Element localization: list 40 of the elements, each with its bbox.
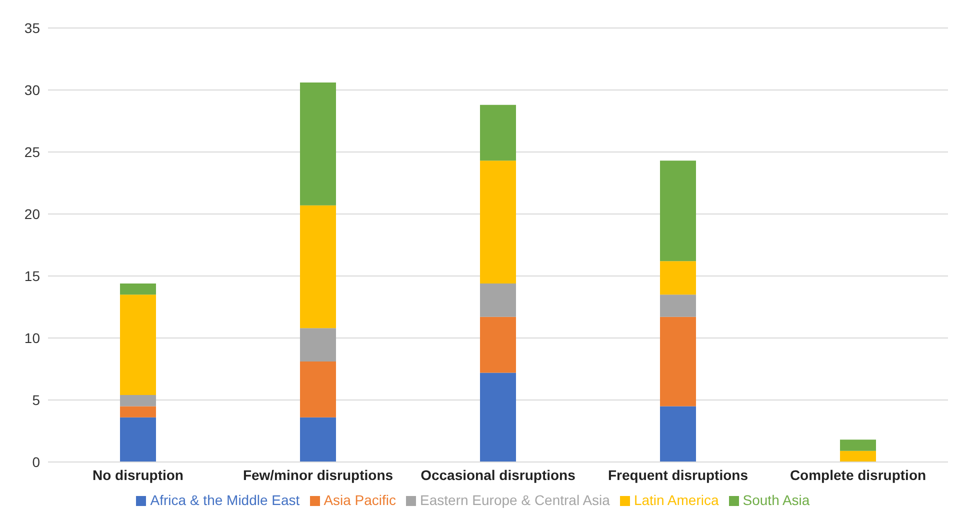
bar <box>480 283 516 317</box>
y-tick-label: 10 <box>24 330 40 346</box>
legend-label: South Asia <box>742 492 810 508</box>
y-tick-label: 0 <box>32 454 40 470</box>
bar <box>480 316 516 373</box>
bar <box>300 328 336 362</box>
bar <box>300 362 336 418</box>
legend-label: Eastern Europe & Central Asia <box>420 492 610 508</box>
y-tick-label: 35 <box>24 20 40 36</box>
bar <box>300 205 336 328</box>
x-tick-label: Frequent disruptions <box>608 466 748 483</box>
legend-label: Africa & the Middle East <box>150 492 300 508</box>
y-tick-label: 5 <box>32 392 40 408</box>
bar <box>480 104 516 161</box>
bar <box>660 406 696 462</box>
bar <box>840 440 876 451</box>
legend-label: Latin America <box>634 492 719 508</box>
y-tick-label: 30 <box>24 82 40 98</box>
bar <box>300 417 336 462</box>
bar <box>120 294 156 396</box>
x-tick-label: Occasional disruptions <box>420 466 576 483</box>
y-tick-label: 20 <box>24 206 40 222</box>
bar <box>660 160 696 262</box>
bar <box>660 294 696 317</box>
y-tick-label: 25 <box>24 144 40 160</box>
bar <box>120 283 156 295</box>
bar <box>300 82 336 206</box>
x-tick-label: No disruption <box>92 466 184 483</box>
y-tick-label: 15 <box>24 268 40 284</box>
bar <box>120 395 156 406</box>
bar <box>840 450 876 462</box>
bar <box>120 406 156 418</box>
x-tick-label: Few/minor disruptions <box>242 466 394 483</box>
bar <box>660 261 696 295</box>
x-tick-label: Complete disruption <box>790 466 926 483</box>
bar <box>480 372 516 462</box>
bar <box>480 160 516 284</box>
bar <box>660 316 696 406</box>
bar <box>120 417 156 462</box>
legend-label: Asia Pacific <box>324 492 396 508</box>
